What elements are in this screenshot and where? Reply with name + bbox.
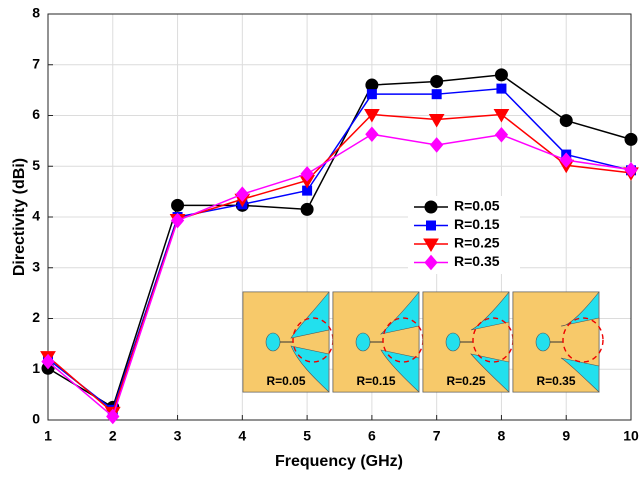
legend-marker: [423, 238, 439, 252]
x-tick-label: 1: [44, 428, 52, 444]
y-tick-label: 7: [32, 55, 40, 71]
legend-marker: [424, 254, 438, 271]
inset-slot: [265, 332, 281, 352]
inset-image: R=0.35: [512, 291, 604, 393]
axes-box: [47, 13, 632, 421]
x-tick-label: 3: [174, 428, 182, 444]
marker: [170, 212, 185, 229]
inset-slot: [445, 332, 461, 352]
inset-label: R=0.15: [356, 374, 395, 388]
marker: [559, 114, 573, 128]
series-line: [47, 113, 632, 414]
marker: [430, 137, 444, 153]
marker: [559, 152, 573, 168]
marker: [366, 89, 377, 100]
x-tick-label: 9: [562, 428, 570, 444]
marker: [41, 353, 55, 370]
marker: [493, 108, 510, 123]
x-axis-label: Frequency (GHz): [275, 453, 403, 470]
y-tick-label: 0: [32, 411, 40, 427]
legend-label: R=0.05: [454, 198, 500, 214]
inset-slot: [535, 332, 551, 352]
inset-image: R=0.15: [332, 291, 424, 393]
inset-highlight: [562, 317, 604, 363]
legend-marker: [426, 220, 436, 231]
x-tick-label: 8: [498, 428, 506, 444]
inset-slot: [355, 332, 371, 352]
marker: [300, 202, 314, 216]
legend-label: R=0.35: [454, 253, 500, 269]
inset-image: R=0.05: [242, 291, 334, 393]
y-tick-label: 3: [32, 258, 40, 274]
legend-label: R=0.15: [454, 216, 500, 232]
inset-label: R=0.25: [446, 374, 485, 388]
marker: [106, 408, 120, 425]
marker: [496, 83, 507, 94]
x-tick-label: 10: [623, 428, 639, 444]
y-tick-label: 8: [32, 5, 40, 21]
y-tick-label: 5: [32, 157, 40, 173]
x-tick-label: 2: [109, 428, 117, 444]
marker: [624, 162, 638, 178]
marker: [624, 132, 638, 146]
marker: [494, 127, 509, 143]
inset-label: R=0.35: [536, 374, 575, 388]
marker: [430, 74, 444, 88]
y-tick-label: 6: [32, 106, 40, 122]
marker: [428, 114, 445, 128]
marker: [364, 108, 380, 123]
y-axis-label: Directivity (dBi): [11, 158, 28, 276]
x-tick-label: 5: [303, 428, 311, 444]
x-tick-label: 7: [433, 428, 441, 444]
x-tick-label: 6: [368, 428, 376, 444]
marker: [300, 166, 314, 182]
marker: [431, 89, 442, 100]
marker: [235, 186, 249, 202]
inset-image: R=0.25: [422, 291, 514, 393]
y-tick-label: 2: [32, 309, 40, 325]
y-tick-label: 1: [32, 360, 40, 376]
x-tick-label: 4: [238, 428, 246, 444]
series-line: [47, 133, 632, 418]
legend-marker: [424, 200, 438, 214]
marker: [171, 198, 185, 212]
y-tick-label: 4: [32, 208, 40, 224]
marker: [494, 68, 508, 82]
marker: [365, 126, 379, 143]
legend-label: R=0.25: [454, 235, 500, 251]
series-line: [47, 87, 632, 412]
inset-label: R=0.05: [266, 374, 305, 388]
